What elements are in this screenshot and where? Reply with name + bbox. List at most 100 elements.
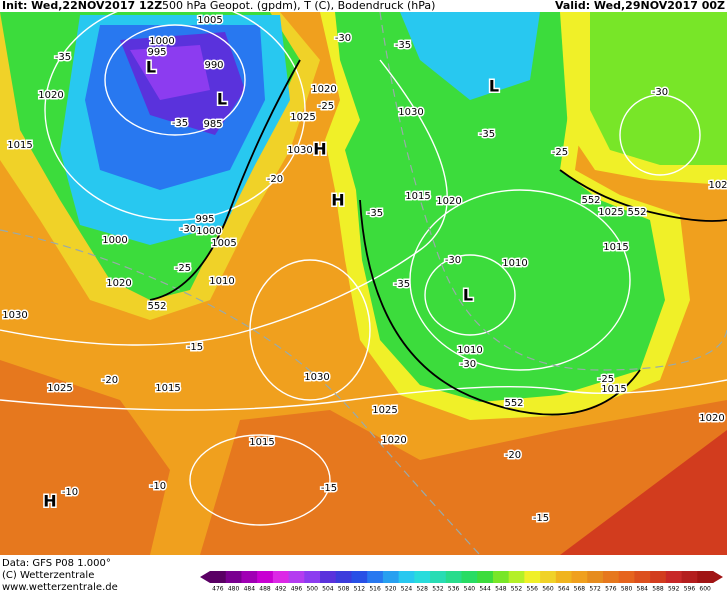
map-label: 552 [147,301,166,312]
colorbar-swatch [257,571,274,583]
colorbar-swatch [398,571,415,583]
colorbar-swatch [618,571,635,583]
colorbar-swatch [697,571,714,583]
map-label: 990 [204,60,223,71]
colorbar-swatch [634,571,651,583]
map-label: -30 [445,255,461,266]
map-label: H [331,191,344,210]
colorbar-label: 568 [574,586,586,593]
colorbar-swatch [225,571,242,583]
colorbar-label: 548 [495,586,507,593]
colorbar-label: 584 [637,586,649,593]
map-label: 995 [195,214,214,225]
colorbar-swatch [241,571,258,583]
colorbar-swatch [367,571,384,583]
map-label: 1020 [436,196,461,207]
header-bar [0,0,727,12]
isotherm [0,229,481,556]
map-label: -20 [102,375,118,386]
colorbar-swatch [461,571,478,583]
colorbar-swatch [665,571,683,583]
isobar [44,0,306,221]
colorbar-label: 544 [479,586,491,593]
colorbar-label: 532 [432,586,444,593]
map-label: L [489,77,499,96]
map-label: -15 [321,483,337,494]
map-label: 1000 [102,235,127,246]
colorbar-label: 596 [684,586,696,593]
colorbar-label: 560 [542,586,554,593]
map-label: 1020 [311,84,336,95]
colorbar-arrow [200,571,210,583]
colorbar-label: 600 [699,586,711,593]
init-time: Init: Wed,22NOV2017 12Z [2,0,162,12]
colorbar-label: 528 [416,586,428,593]
552-contour [359,199,641,416]
isobar [189,434,331,526]
map-label: 1015 [249,437,274,448]
map-label: 1025 [290,112,315,123]
map-label: 1030 [304,372,329,383]
map-label: 1010 [209,276,234,287]
map-label: -15 [533,513,549,524]
colorbar-swatch [335,571,352,583]
map-label: -30 [335,33,351,44]
map-label: -35 [395,40,411,51]
map-label: -20 [267,174,283,185]
map-label: L [146,58,156,77]
colorbar-swatch [650,571,667,583]
map-label: 1000 [149,36,174,47]
map-label: -35 [479,129,495,140]
colorbar-label: 484 [244,586,256,593]
552-contour [559,169,727,222]
colorbar-swatch [555,571,573,583]
map-label: 1015 [603,242,628,253]
green-area [590,12,727,165]
isobar [424,254,516,336]
map-label: -35 [394,279,410,290]
map-label: 1010 [457,345,482,356]
colorbar-swatch [351,571,368,583]
map-label: 1020 [699,413,724,424]
data-source: Data: GFS P08 1.000° [2,558,111,569]
colorbar-label: 488 [259,586,271,593]
map-label: -10 [62,487,78,498]
colorbar-label: 536 [448,586,460,593]
map-label: 552 [581,195,600,206]
colorbar-swatch [210,571,227,583]
colorbar-label: 492 [275,586,287,593]
colorbar-label: 512 [354,586,366,593]
colorbar-label: 580 [621,586,633,593]
map-label: 1025 [598,207,623,218]
map-label: -15 [187,342,203,353]
map-label: -25 [598,374,614,385]
colorbar-swatch [382,571,400,583]
map-label: -25 [318,101,334,112]
colorbar-label: 496 [291,586,303,593]
colorbar-swatch [288,571,305,583]
colorbar-label: 500 [306,586,318,593]
map-label: 1030 [2,310,27,321]
valid-time: Valid: Wed,29NOV2017 00Z [555,0,725,12]
core-area [130,45,210,100]
colorbar-swatch [430,571,447,583]
colorbar-swatch [571,571,588,583]
colorbar-label: 524 [401,586,413,593]
colorbar-label: 588 [652,586,664,593]
colorbar-swatch [540,571,557,583]
copyright: (C) Wetterzentrale [2,570,94,581]
map-label: 1025 [372,405,397,416]
colorbar-swatch [492,571,510,583]
colorbar-label: 564 [558,586,570,593]
map-label: 1015 [405,191,430,202]
map-label: 1030 [398,107,423,118]
map-label: 552 [504,398,523,409]
colorbar-label: 476 [212,586,224,593]
warm-area [0,360,170,555]
colorbar: 476 480 484 488 492 496 500 504 508 512 516 520 524 5… [200,571,723,593]
map-label: 1015 [601,384,626,395]
map-label: H [313,140,326,159]
map: 10051000995990985LL-3510201015-35-30-351… [0,0,727,556]
map-label: 552 [627,207,646,218]
